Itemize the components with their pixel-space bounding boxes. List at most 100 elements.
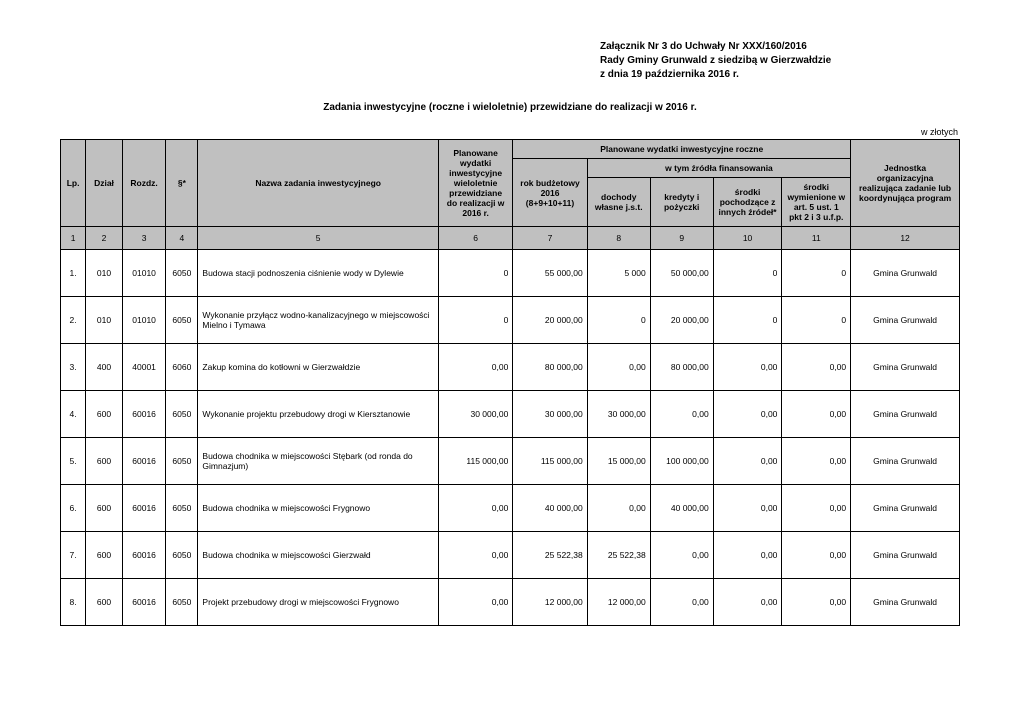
cell-par: 6050 [166,485,198,532]
cell-dzial: 600 [86,485,123,532]
cell-planowane: 30 000,00 [438,391,512,438]
colnum: 11 [782,227,851,250]
attachment-header: Załącznik Nr 3 do Uchwały Nr XXX/160/201… [600,40,960,82]
cell-rok: 12 000,00 [513,579,587,626]
th-rok: rok budżetowy 2016 (8+9+10+11) [513,159,587,227]
cell-kredyty: 0,00 [650,391,713,438]
cell-rok: 25 522,38 [513,532,587,579]
colnum: 1 [61,227,86,250]
th-rozdz: Rozdz. [122,140,166,227]
table-row: 1.010010106050Budowa stacji podnoszenia … [61,250,960,297]
cell-par: 6060 [166,344,198,391]
header-line-2: Rady Gminy Grunwald z siedzibą w Gierzwa… [600,54,960,68]
colnum: 5 [198,227,438,250]
cell-rozdz: 60016 [122,532,166,579]
cell-kredyty: 40 000,00 [650,485,713,532]
colnum: 3 [122,227,166,250]
cell-dzial: 010 [86,297,123,344]
cell-kredyty: 0,00 [650,579,713,626]
cell-rok: 30 000,00 [513,391,587,438]
th-group-plan: Planowane wydatki inwestycyjne roczne [513,140,851,159]
table-row: 6.600600166050Budowa chodnika w miejscow… [61,485,960,532]
cell-lp: 7. [61,532,86,579]
investment-table: Lp. Dział Rozdz. §* Nazwa zadania inwest… [60,139,960,626]
cell-dochody: 5 000 [587,250,650,297]
cell-par: 6050 [166,579,198,626]
table-header: Lp. Dział Rozdz. §* Nazwa zadania inwest… [61,140,960,250]
cell-rozdz: 01010 [122,297,166,344]
cell-srodki-art: 0,00 [782,485,851,532]
cell-dochody: 25 522,38 [587,532,650,579]
colnum: 4 [166,227,198,250]
cell-dzial: 400 [86,344,123,391]
cell-planowane: 0,00 [438,344,512,391]
cell-planowane: 0 [438,297,512,344]
cell-par: 6050 [166,438,198,485]
cell-nazwa: Zakup komina do kotłowni w Gierzwałdzie [198,344,438,391]
cell-kredyty: 0,00 [650,532,713,579]
cell-srodki-art: 0,00 [782,532,851,579]
cell-srodki-inne: 0,00 [713,344,782,391]
cell-kredyty: 50 000,00 [650,250,713,297]
cell-lp: 2. [61,297,86,344]
cell-jednostka: Gmina Grunwald [851,579,960,626]
cell-jednostka: Gmina Grunwald [851,297,960,344]
cell-srodki-art: 0 [782,297,851,344]
currency-note: w złotych [60,127,960,137]
cell-lp: 1. [61,250,86,297]
cell-nazwa: Budowa chodnika w miejscowości Frygnowo [198,485,438,532]
cell-rozdz: 60016 [122,438,166,485]
table-row: 3.400400016060Zakup komina do kotłowni w… [61,344,960,391]
cell-planowane: 0,00 [438,485,512,532]
cell-srodki-inne: 0,00 [713,579,782,626]
table-row: 8.600600166050Projekt przebudowy drogi w… [61,579,960,626]
th-lp: Lp. [61,140,86,227]
cell-srodki-inne: 0,00 [713,391,782,438]
cell-srodki-art: 0,00 [782,438,851,485]
cell-rok: 80 000,00 [513,344,587,391]
table-row: 2.010010106050Wykonanie przyłącz wodno-k… [61,297,960,344]
cell-nazwa: Budowa stacji podnoszenia ciśnienie wody… [198,250,438,297]
table-row: 4.600600166050Wykonanie projektu przebud… [61,391,960,438]
cell-srodki-art: 0,00 [782,344,851,391]
colnum: 2 [86,227,123,250]
cell-srodki-inne: 0,00 [713,485,782,532]
cell-jednostka: Gmina Grunwald [851,532,960,579]
cell-lp: 5. [61,438,86,485]
cell-rozdz: 60016 [122,579,166,626]
cell-nazwa: Budowa chodnika w miejscowości Gierzwałd [198,532,438,579]
cell-planowane: 0,00 [438,532,512,579]
header-line-1: Załącznik Nr 3 do Uchwały Nr XXX/160/201… [600,40,960,54]
cell-jednostka: Gmina Grunwald [851,485,960,532]
cell-kredyty: 20 000,00 [650,297,713,344]
cell-dzial: 600 [86,438,123,485]
cell-rok: 20 000,00 [513,297,587,344]
cell-rozdz: 40001 [122,344,166,391]
cell-dzial: 010 [86,250,123,297]
cell-planowane: 0,00 [438,579,512,626]
th-par: §* [166,140,198,227]
cell-par: 6050 [166,250,198,297]
cell-kredyty: 100 000,00 [650,438,713,485]
table-row: 7.600600166050Budowa chodnika w miejscow… [61,532,960,579]
cell-rok: 55 000,00 [513,250,587,297]
cell-srodki-art: 0,00 [782,579,851,626]
cell-dzial: 600 [86,579,123,626]
colnum: 6 [438,227,512,250]
cell-dochody: 0,00 [587,485,650,532]
cell-dochody: 15 000,00 [587,438,650,485]
cell-jednostka: Gmina Grunwald [851,438,960,485]
cell-planowane: 115 000,00 [438,438,512,485]
colnum: 9 [650,227,713,250]
page-title: Zadania inwestycyjne (roczne i wieloletn… [60,102,960,113]
cell-dzial: 600 [86,391,123,438]
cell-par: 6050 [166,391,198,438]
cell-jednostka: Gmina Grunwald [851,391,960,438]
cell-nazwa: Wykonanie projektu przebudowy drogi w Ki… [198,391,438,438]
cell-par: 6050 [166,297,198,344]
cell-lp: 8. [61,579,86,626]
colnum: 8 [587,227,650,250]
header-line-3: z dnia 19 października 2016 r. [600,68,960,82]
th-srodki-art: środki wymienione w art. 5 ust. 1 pkt 2 … [782,178,851,227]
colnum: 7 [513,227,587,250]
